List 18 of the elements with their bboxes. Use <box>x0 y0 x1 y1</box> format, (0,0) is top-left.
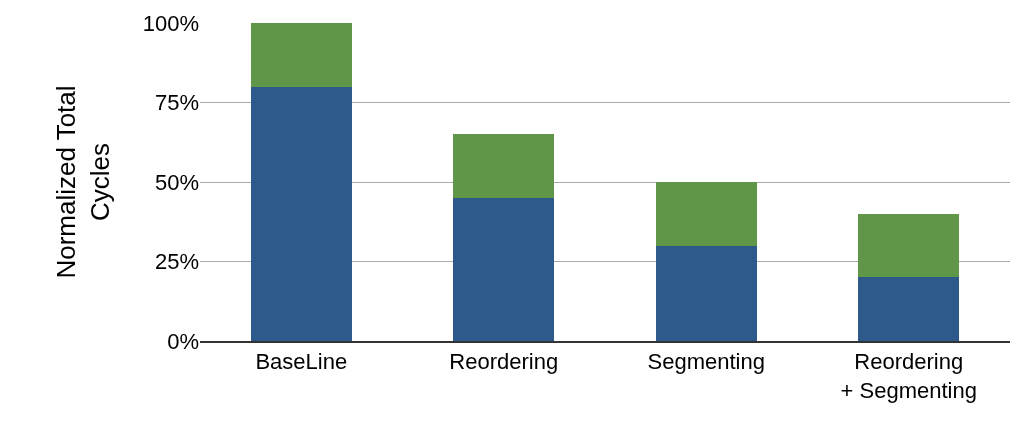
x-tick-label: Reordering <box>449 349 559 375</box>
bar <box>858 277 960 341</box>
bar <box>453 197 555 341</box>
bar <box>250 23 352 87</box>
x-tick-label: BaseLine <box>255 349 348 375</box>
bar <box>453 134 555 198</box>
y-tick-label: 100% <box>142 10 199 36</box>
y-axis-title: Normalized Total Cycles <box>51 85 116 279</box>
y-tick-label: 25% <box>154 249 199 275</box>
x-tick-label: Segmenting <box>647 349 765 375</box>
y-tick-label: 50% <box>154 169 199 195</box>
y-tick-label: 75% <box>154 90 199 116</box>
bar <box>655 182 757 246</box>
x-tick-label: Reordering + Segmenting <box>840 349 977 403</box>
bar <box>655 245 757 341</box>
bar <box>858 213 960 278</box>
bar <box>250 86 352 341</box>
y-tick-label: 0% <box>167 328 199 354</box>
